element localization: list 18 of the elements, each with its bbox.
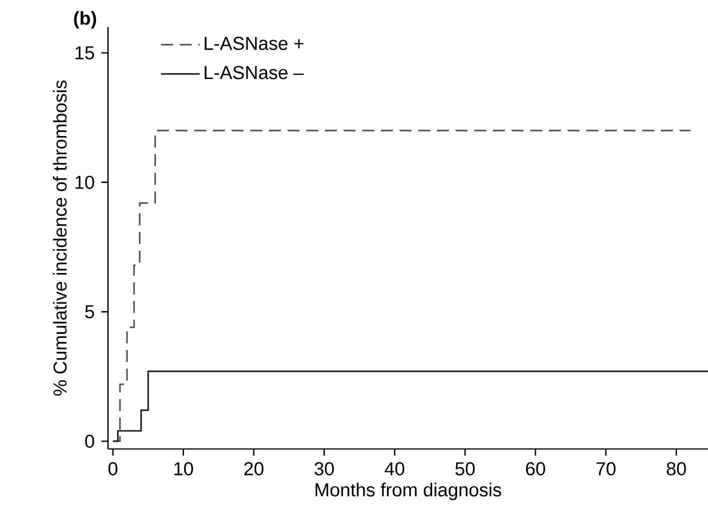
x-tick-label: 50 — [455, 462, 475, 476]
legend-label: L-ASNase + — [204, 36, 304, 50]
x-tick-label: 20 — [244, 462, 264, 476]
x-tick-label: 80 — [666, 462, 686, 476]
text: (b) — [74, 11, 96, 29]
x-axis-title: Months from diagnosis — [316, 482, 502, 500]
x-tick-label: 40 — [384, 462, 404, 476]
y-tick-label: 15 — [76, 46, 94, 60]
y-tick-label: 5 — [85, 305, 94, 318]
x-tick-label: 10 — [174, 462, 194, 476]
x-tick-label: 60 — [526, 462, 546, 476]
y-axis-title: % Cumulative incidence of thrombosis — [52, 80, 67, 396]
legend-label: L-ASNase – — [204, 66, 304, 80]
y-tick-label: 0 — [85, 434, 94, 448]
x-tick-label: 70 — [596, 462, 616, 476]
y-tick-label: 10 — [76, 176, 94, 189]
x-tick-label: 0 — [108, 462, 118, 476]
x-tick-label: 30 — [314, 462, 334, 476]
